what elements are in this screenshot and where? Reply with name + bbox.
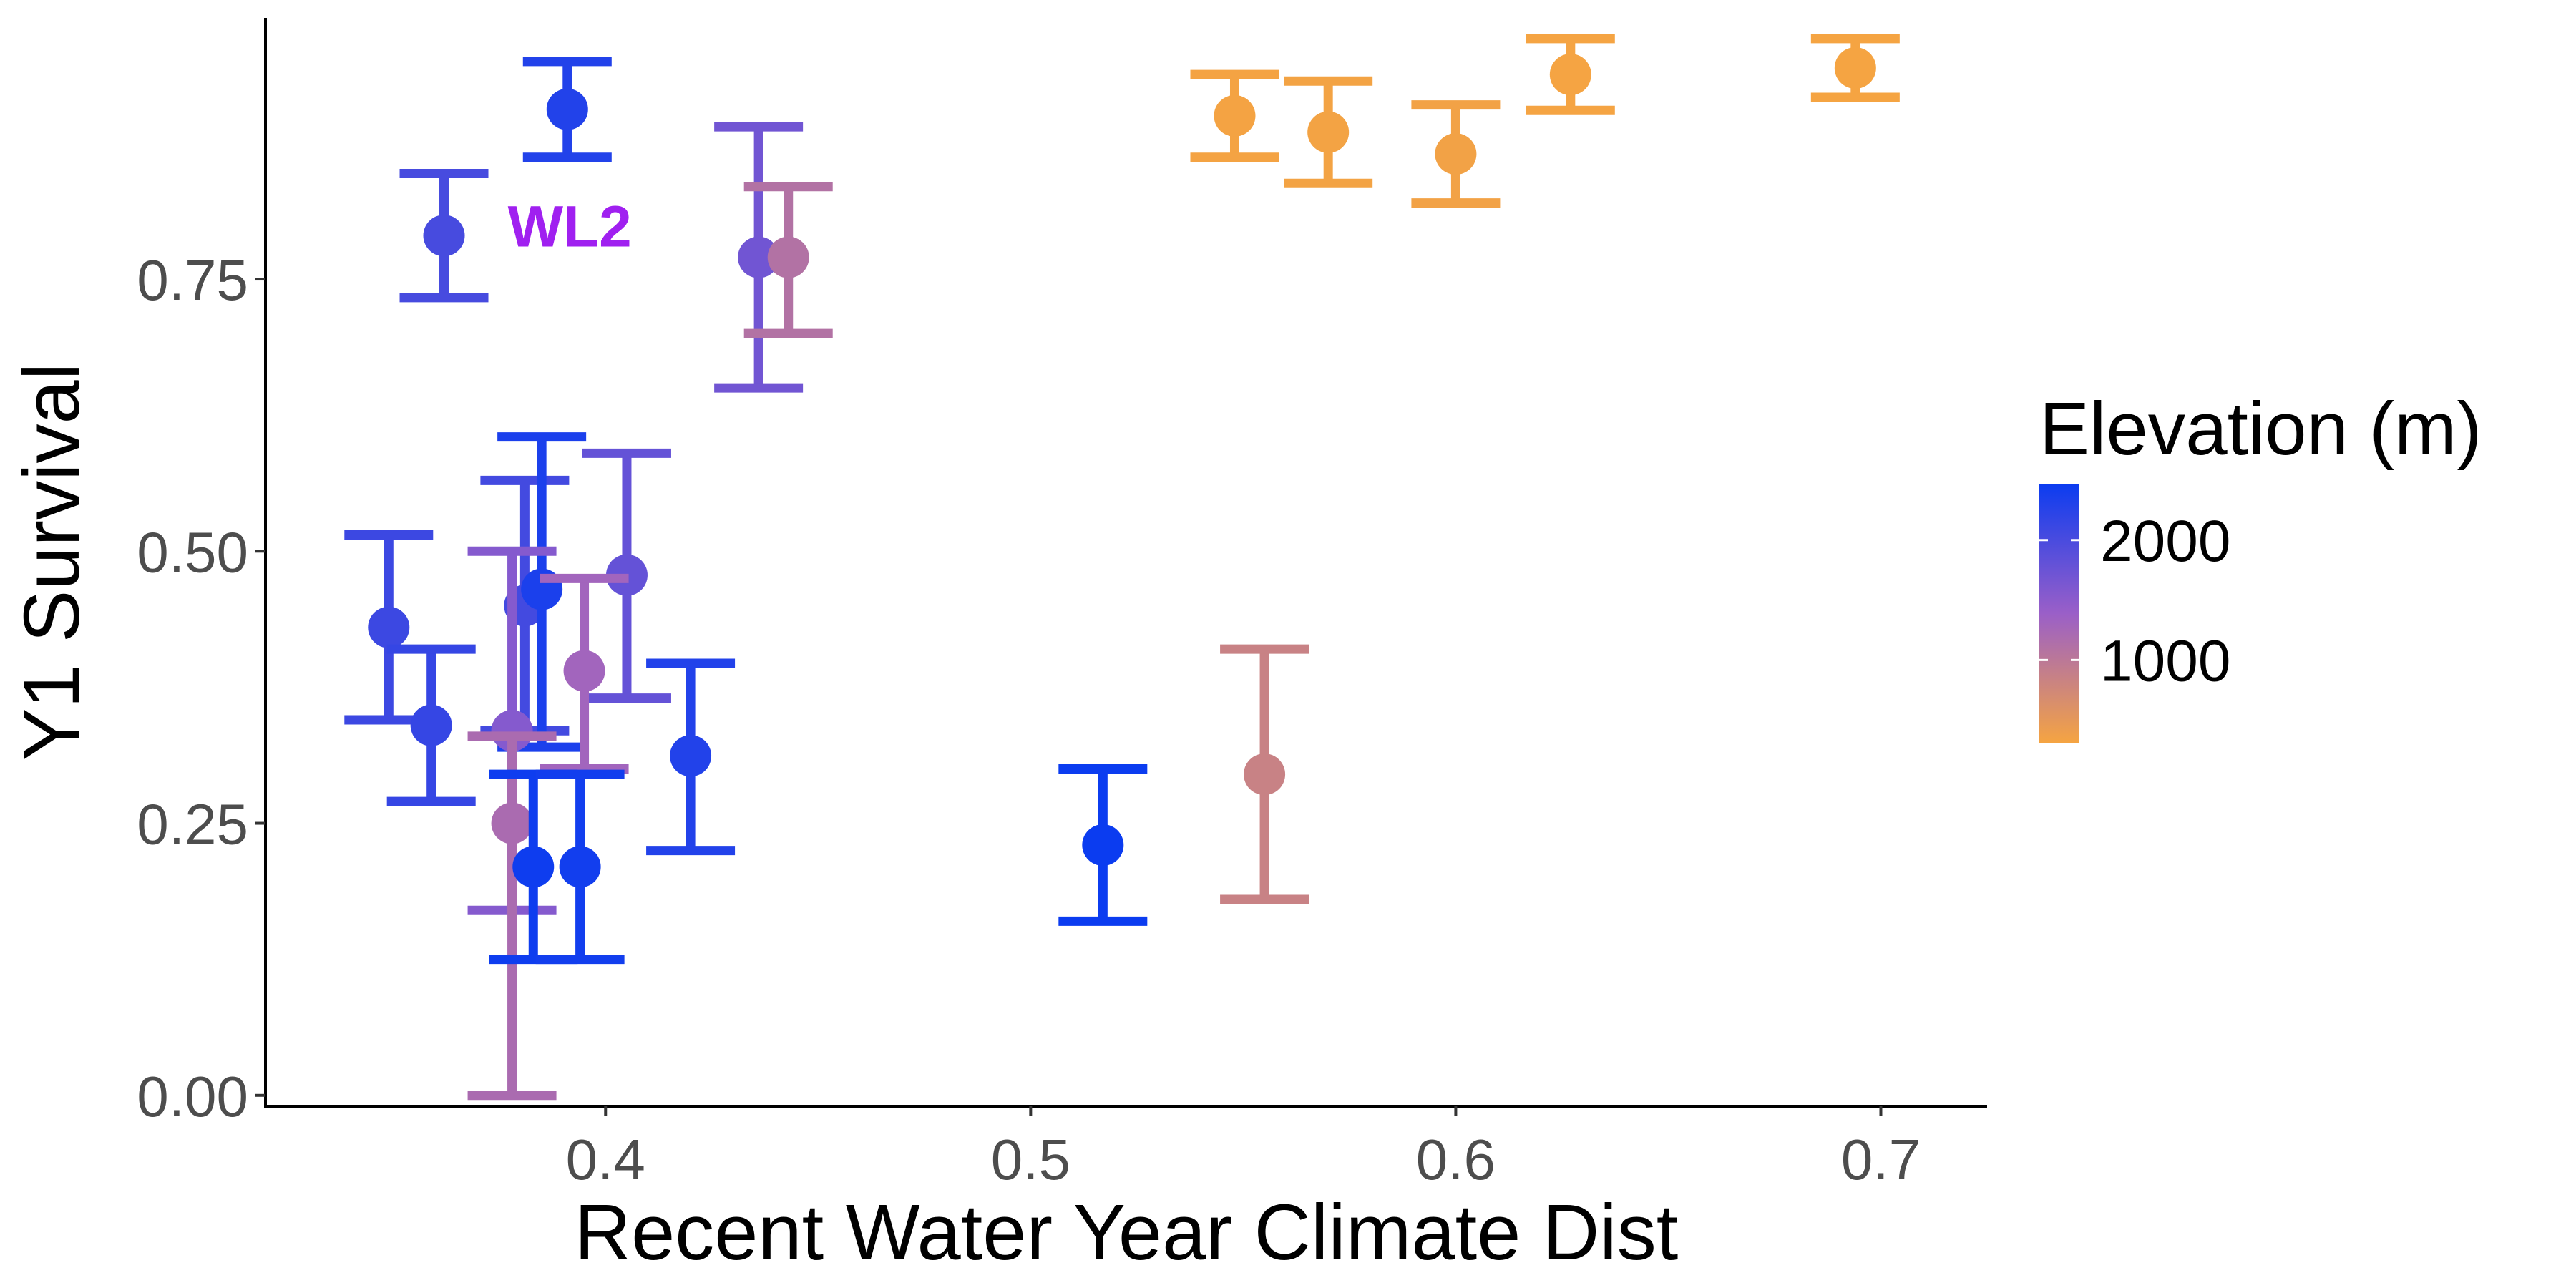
y-axis-title: Y1 Survival: [8, 363, 96, 761]
plot-area: WL2: [344, 34, 1900, 1101]
y-tick-label: 0.25: [137, 793, 248, 857]
data-point: [1244, 753, 1286, 796]
data-point: [423, 215, 465, 257]
data-point-group: [743, 182, 833, 338]
data-point-group: [1810, 34, 1900, 102]
data-point-group: [522, 57, 612, 162]
data-point: [1307, 111, 1350, 153]
data-point-group: [1058, 763, 1148, 926]
data-point-group: [540, 573, 629, 774]
data-point-group: [386, 644, 476, 806]
data-point-group: [1526, 34, 1615, 115]
data-point: [559, 846, 601, 888]
data-point: [512, 846, 555, 888]
data-point: [491, 710, 533, 752]
data-point: [491, 802, 533, 844]
x-axis-title: Recent Water Year Climate Dist: [575, 1189, 1679, 1277]
data-point-group: [399, 169, 489, 303]
data-point-group: [467, 731, 557, 1101]
data-point: [546, 88, 588, 130]
legend: Elevation (m) 2000 1000: [2039, 387, 2482, 743]
data-point: [1549, 54, 1591, 96]
data-point: [738, 236, 780, 278]
annotation-label: WL2: [508, 194, 632, 259]
data-point-group: [535, 769, 625, 965]
data-point: [563, 650, 605, 692]
y-tick-label: 0.75: [137, 248, 248, 312]
data-point-group: [714, 122, 804, 393]
x-tick-label: 0.4: [566, 1128, 645, 1191]
legend-title: Elevation (m): [2039, 387, 2482, 471]
data-point-group: [344, 530, 434, 725]
data-point: [368, 606, 410, 648]
data-point: [410, 704, 452, 746]
data-point: [1082, 824, 1124, 866]
legend-colorbar: [2039, 484, 2079, 743]
data-point-group: [1411, 100, 1501, 208]
x-tick-label: 0.6: [1416, 1128, 1496, 1191]
data-point: [767, 236, 809, 278]
data-point: [1834, 47, 1876, 89]
data-point: [1435, 133, 1477, 175]
axis-ticks: 0.4 0.5 0.6 0.7 0.00 0.25 0.50 0.75: [137, 248, 1921, 1191]
data-point-group: [480, 475, 570, 736]
data-point-group: [1190, 69, 1279, 162]
x-tick-label: 0.5: [991, 1128, 1070, 1191]
legend-label: 1000: [2100, 628, 2230, 693]
data-point-group: [1284, 76, 1373, 188]
y-tick-label: 0.00: [137, 1065, 248, 1128]
data-point: [670, 735, 712, 777]
data-point-group: [1220, 644, 1309, 904]
legend-label: 2000: [2100, 509, 2230, 574]
data-point-group: [646, 658, 736, 856]
x-tick-label: 0.7: [1841, 1128, 1921, 1191]
data-point: [1214, 94, 1256, 137]
y-tick-label: 0.50: [137, 520, 248, 584]
